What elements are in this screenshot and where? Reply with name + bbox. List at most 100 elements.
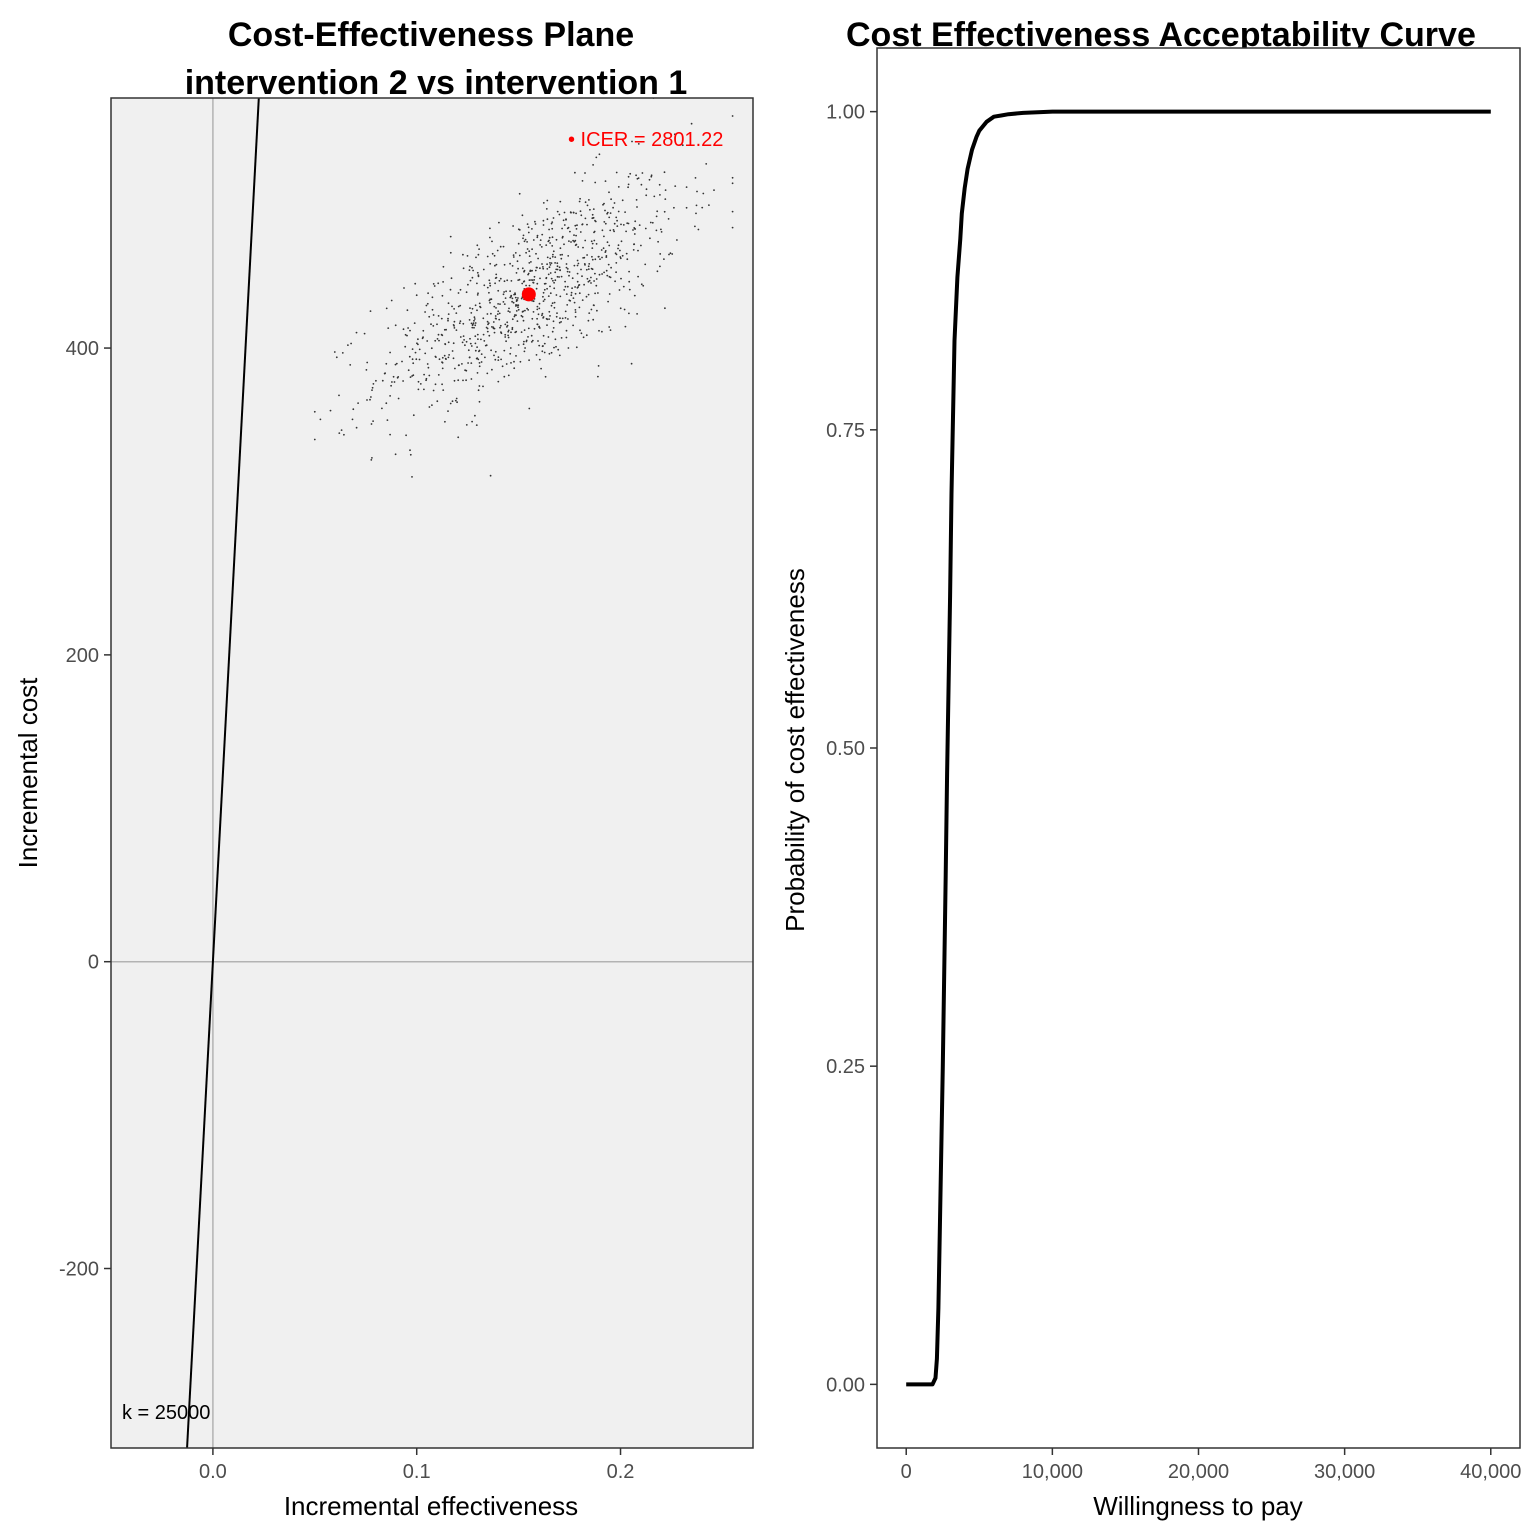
ce-plane-point (572, 297, 575, 299)
ce-plane-point (417, 338, 419, 341)
ce-plane-point (431, 296, 434, 299)
ce-plane-point (535, 266, 538, 269)
ce-plane-point (546, 318, 549, 321)
ce-plane-point (467, 283, 469, 286)
ce-plane-point (626, 222, 629, 225)
ce-plane-point (587, 293, 590, 296)
ce-plane-point (459, 320, 462, 323)
ce-plane-point (509, 262, 511, 265)
ce-plane-point (447, 317, 449, 320)
ce-plane-point (452, 357, 455, 360)
ce-plane-point (461, 341, 464, 344)
ce-plane-point (731, 226, 734, 229)
ce-plane-point (482, 268, 485, 271)
ce-plane-point (433, 285, 436, 287)
ceac-chart: Cost Effectiveness Acceptability Curve 0… (780, 16, 1521, 1521)
ce-plane-point (515, 310, 518, 312)
ce-plane-point (522, 343, 525, 346)
ce-plane-point (582, 336, 585, 339)
ce-plane-point (499, 245, 502, 248)
ce-plane-point (575, 346, 578, 349)
ce-plane-point (511, 328, 514, 331)
ce-plane-point (549, 272, 552, 274)
ce-plane-point (546, 256, 549, 259)
ce-plane-y-axis: -200 0 200 400 (59, 338, 111, 1281)
ce-plane-point (544, 282, 547, 285)
ceac-x-tick-label: 10,000 (1022, 1461, 1083, 1483)
ce-plane-point (628, 288, 631, 291)
ce-plane-point (504, 323, 507, 326)
ce-plane-point (464, 344, 466, 347)
ce-plane-point (338, 432, 341, 434)
ce-plane-point (415, 294, 418, 297)
ce-plane-point (560, 257, 563, 260)
ce-plane-point (493, 254, 496, 257)
ce-plane-point (578, 306, 581, 309)
ce-plane-point (552, 320, 555, 323)
ce-plane-point (651, 221, 654, 224)
ce-plane-point (588, 263, 591, 265)
ce-plane-point (457, 305, 460, 308)
ce-plane-point (558, 321, 561, 324)
ce-plane-point (528, 284, 531, 287)
ce-plane-point (532, 239, 535, 241)
ce-plane-point (525, 284, 527, 287)
ce-plane-point (588, 279, 591, 282)
ce-plane-point (428, 406, 431, 408)
ce-plane-point (624, 325, 627, 328)
ce-plane-point (437, 333, 440, 336)
ce-plane-point (538, 302, 541, 305)
ce-plane-point (541, 233, 544, 236)
ce-plane-point (444, 343, 447, 346)
ce-plane-point (506, 324, 509, 327)
ce-plane-point (538, 344, 541, 347)
ceac-x-tick-label: 30,000 (1314, 1461, 1375, 1483)
ce-plane-point (531, 317, 534, 320)
ce-plane-point (423, 373, 425, 376)
ce-plane-point (617, 244, 620, 247)
ce-plane-title-line2: intervention 2 vs intervention 1 (185, 64, 688, 102)
ce-plane-point (426, 302, 429, 305)
ce-plane-point (487, 323, 489, 326)
ce-plane-point (407, 327, 409, 329)
ce-plane-point (536, 305, 539, 308)
ce-plane-point (506, 321, 509, 324)
ce-plane-point (476, 372, 479, 374)
ce-plane-point (371, 389, 373, 391)
ce-plane-point (541, 263, 543, 265)
ce-plane-point (629, 172, 632, 175)
ce-plane-point (637, 177, 640, 180)
ce-plane-point (503, 263, 506, 266)
ce-plane-point (592, 318, 595, 321)
ce-plane-point (522, 234, 525, 237)
ce-plane-point (387, 327, 390, 329)
ce-plane-point (462, 253, 464, 256)
ce-plane-point (426, 340, 429, 342)
ce-plane-point (549, 264, 552, 266)
ce-plane-point (663, 210, 666, 213)
ce-plane-point (517, 279, 520, 281)
ce-plane-point (468, 269, 471, 271)
ce-plane-point (476, 357, 479, 359)
ce-plane-point (397, 397, 400, 400)
ce-plane-point (402, 380, 404, 382)
ce-plane-point (604, 209, 606, 212)
ce-plane-point (494, 358, 497, 361)
ce-plane-point (621, 254, 624, 257)
ce-plane-point (597, 375, 599, 378)
ce-plane-point (517, 308, 520, 311)
ce-plane-point (591, 268, 594, 271)
ce-plane-point (555, 268, 558, 271)
ce-plane-point (340, 429, 343, 431)
ce-plane-point (504, 333, 507, 336)
ce-plane-point (597, 255, 600, 258)
ce-plane-point (528, 255, 531, 257)
ce-plane-point (528, 250, 531, 253)
ce-plane-point (449, 251, 452, 254)
ce-plane-point (497, 359, 500, 361)
ce-plane-point (527, 336, 529, 338)
ce-plane-point (615, 171, 618, 174)
ce-plane-point (488, 299, 491, 302)
ce-plane-point (705, 163, 708, 165)
ce-plane-point (451, 400, 454, 403)
